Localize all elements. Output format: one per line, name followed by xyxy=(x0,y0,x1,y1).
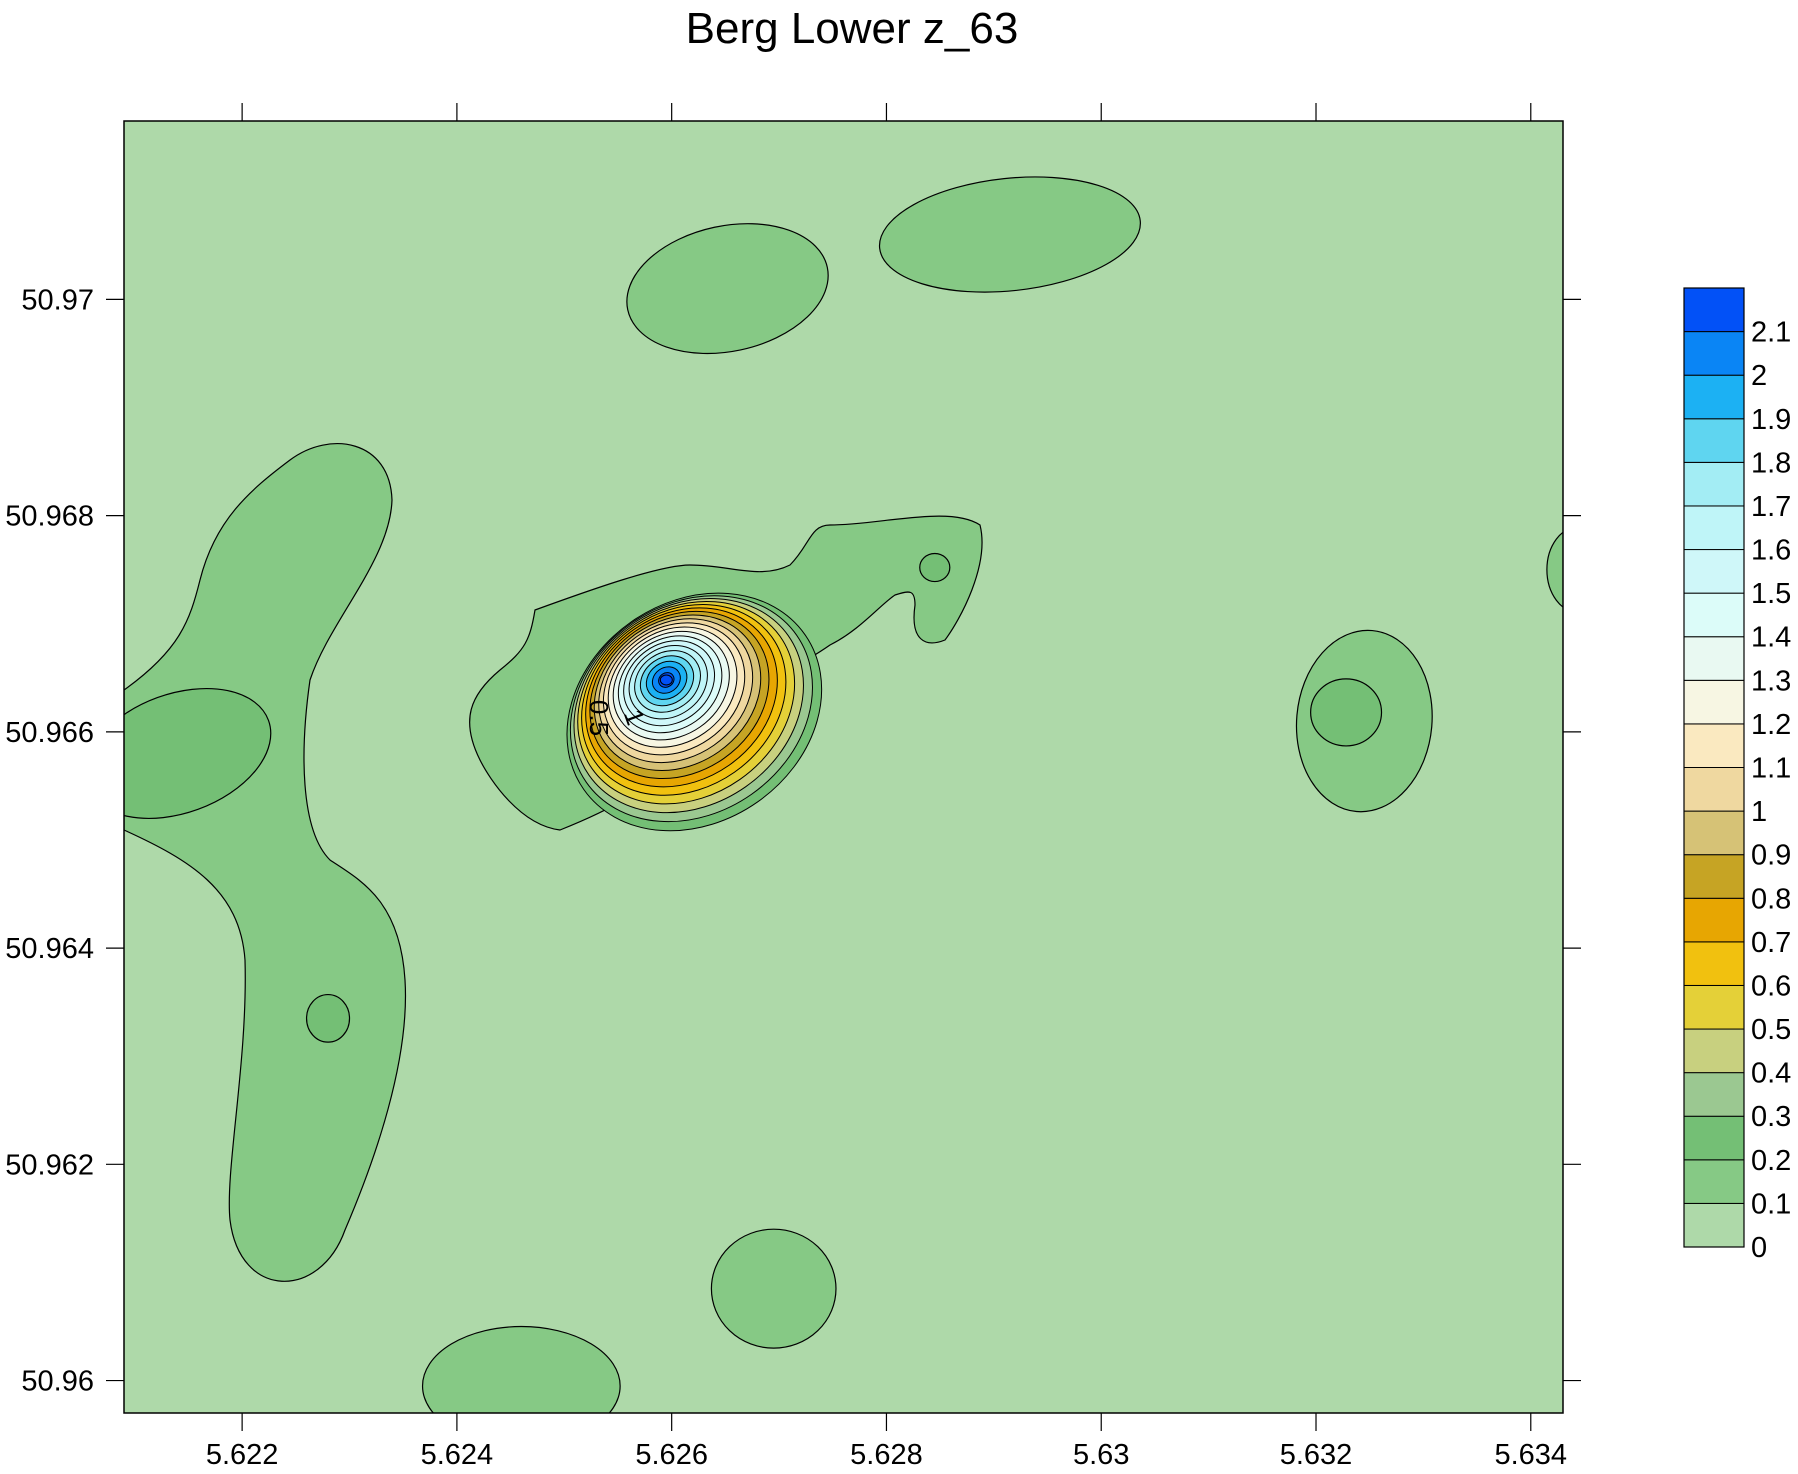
x-tick-label: 5.622 xyxy=(206,1439,279,1471)
colorbar-label: 0.4 xyxy=(1751,1058,1791,1090)
colorbar-swatch xyxy=(1683,505,1745,551)
colorbar-label: 0 xyxy=(1751,1232,1767,1264)
y-axis: 50.96 50.962 50.964 50.966 50.968 50.97 xyxy=(5,284,1581,1398)
colorbar-swatch xyxy=(1683,897,1745,943)
contour-feature-1 xyxy=(878,176,1141,293)
x-tick-label: 5.624 xyxy=(421,1439,494,1471)
colorbar-swatch xyxy=(1683,1115,1745,1161)
contour-feature-9 xyxy=(919,552,951,583)
colorbar-swatch xyxy=(1683,810,1745,856)
colorbar-label: 0.5 xyxy=(1751,1014,1791,1046)
colorbar-label: 1 xyxy=(1751,796,1767,828)
colorbar-swatch xyxy=(1683,461,1745,507)
colorbar-frame xyxy=(1683,287,1745,1248)
colorbar-label: 0.2 xyxy=(1751,1145,1791,1177)
contour-feature-6 xyxy=(1546,531,1563,608)
colorbar-swatch xyxy=(1683,374,1745,420)
x-axis: 5.622 5.624 5.626 5.628 5.63 5.632 5.634 xyxy=(206,103,1567,1471)
colorbar-label: 1.7 xyxy=(1751,491,1791,523)
colorbar-label: 1.6 xyxy=(1751,535,1791,567)
colorbar-label: 0.8 xyxy=(1751,883,1791,915)
colorbar-swatch xyxy=(1683,854,1745,899)
x-tick-label: 5.628 xyxy=(850,1439,923,1471)
colorbar-swatch xyxy=(1683,1202,1745,1248)
contour-feature-5 xyxy=(1310,678,1383,747)
colorbar-label: 1.8 xyxy=(1751,447,1791,479)
x-tick-label: 5.634 xyxy=(1494,1439,1567,1471)
colorbar-swatch xyxy=(1683,941,1745,986)
chart-title: Berg Lower z_63 xyxy=(686,4,1019,53)
colorbar-swatch xyxy=(1683,636,1745,681)
colorbar-label: 1.9 xyxy=(1751,404,1791,436)
x-tick-label: 5.63 xyxy=(1073,1439,1129,1471)
colorbar-swatch xyxy=(1683,1028,1745,1074)
colorbar-swatch xyxy=(1683,592,1745,638)
x-tick-label: 5.632 xyxy=(1280,1439,1353,1471)
colorbar-label: 1.5 xyxy=(1751,578,1791,610)
colorbar-swatch xyxy=(1683,1159,1745,1204)
colorbar-label: 0.7 xyxy=(1751,927,1791,959)
colorbar-legend: 0 0.1 0.2 0.3 0.4 0.5 0.6 0.7 0.8 0.9 1 1.1 1.2 1.3 1.… xyxy=(1683,287,1791,1264)
contour-feature-3 xyxy=(421,1325,621,1413)
colorbar-label: 0.6 xyxy=(1751,970,1791,1002)
plot-area: 10.5 xyxy=(124,121,1563,1413)
plume-peak xyxy=(659,674,673,686)
y-tick-label: 50.964 xyxy=(5,933,94,965)
colorbar-swatch xyxy=(1683,1072,1745,1117)
colorbar-swatch xyxy=(1683,723,1745,769)
colorbar-label: 1.3 xyxy=(1751,665,1791,697)
colorbar-label: 1.4 xyxy=(1751,622,1791,654)
colorbar-swatch xyxy=(1683,549,1745,594)
plot-frame xyxy=(123,120,1564,1414)
colorbar-label: 0.9 xyxy=(1751,840,1791,872)
colorbar-label: 0.3 xyxy=(1751,1101,1791,1133)
colorbar-swatch xyxy=(1683,331,1745,376)
colorbar-label: 2.1 xyxy=(1751,317,1791,349)
contour-feature-8 xyxy=(305,993,351,1043)
colorbar-label: 1.2 xyxy=(1751,709,1791,741)
colorbar-label: 2 xyxy=(1751,360,1767,392)
x-tick-label: 5.626 xyxy=(635,1439,708,1471)
colorbar-swatch xyxy=(1683,287,1745,333)
contour-region-west xyxy=(124,443,407,1282)
colorbar-swatch xyxy=(1683,679,1745,725)
contour-feature-7 xyxy=(124,687,272,820)
contour-feature-0 xyxy=(626,223,829,355)
y-tick-label: 50.962 xyxy=(5,1149,94,1181)
colorbar-swatch xyxy=(1683,984,1745,1030)
colorbar-swatch xyxy=(1683,767,1745,812)
y-tick-label: 50.968 xyxy=(5,501,94,533)
y-tick-label: 50.966 xyxy=(5,717,94,749)
colorbar-swatch xyxy=(1683,418,1745,463)
colorbar-label: 0.1 xyxy=(1751,1188,1791,1220)
y-tick-label: 50.97 xyxy=(21,284,94,316)
contour-label: 0.5 xyxy=(584,700,614,736)
colorbar-label: 1.1 xyxy=(1751,753,1791,785)
y-tick-label: 50.96 xyxy=(21,1366,94,1398)
contour-feature-2 xyxy=(710,1228,837,1349)
